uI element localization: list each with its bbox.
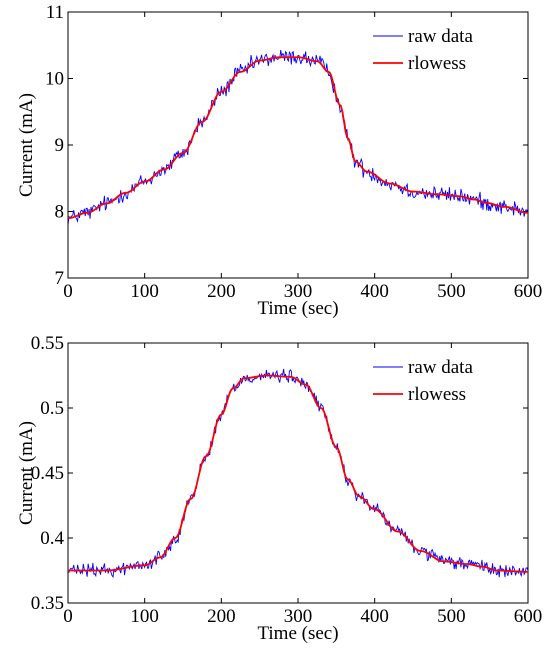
x-tick-label: 400 — [360, 281, 389, 302]
y-tick-label: 0.5 — [40, 398, 64, 419]
y-tick-label: 9 — [55, 135, 65, 156]
y-axis-label: Current (mA) — [16, 93, 37, 197]
x-tick-label: 300 — [284, 281, 313, 302]
x-tick-label: 0 — [63, 281, 73, 302]
y-tick-label: 0.35 — [31, 593, 64, 614]
x-tick-label: 600 — [514, 281, 543, 302]
series-line-raw-data — [68, 368, 528, 579]
y-tick-label: 7 — [55, 268, 65, 289]
x-tick-label: 100 — [130, 281, 159, 302]
y-tick-label: 0.4 — [40, 528, 64, 549]
x-tick-label: 200 — [207, 606, 236, 627]
y-tick-label: 8 — [55, 202, 65, 223]
x-tick-label: 0 — [63, 606, 73, 627]
x-axis-label: Time (sec) — [257, 623, 338, 644]
y-tick-label: 0.45 — [31, 463, 64, 484]
plot-area — [67, 11, 529, 279]
y-tick-label: 0.55 — [31, 333, 64, 354]
x-tick-label: 500 — [437, 606, 466, 627]
legend-label: rlowess — [408, 53, 466, 74]
legend-label: raw data — [408, 26, 473, 47]
x-tick-label: 400 — [360, 606, 389, 627]
legend-label: raw data — [408, 357, 473, 378]
chart-bottom: 0 100 200 300 400 500 600 0.35 0.4 0.45 0.5 0.55 Tim… — [16, 333, 542, 644]
x-tick-label: 200 — [207, 281, 236, 302]
x-tick-label: 600 — [514, 606, 543, 627]
x-axis-label: Time (sec) — [257, 298, 338, 319]
series-line-rlowess — [68, 374, 528, 573]
x-tick-label: 100 — [130, 606, 159, 627]
x-tick-label: 500 — [437, 281, 466, 302]
x-tick-label: 300 — [284, 606, 313, 627]
y-tick-label: 11 — [46, 2, 64, 23]
legend-label: rlowess — [408, 384, 466, 405]
chart-top: 0 100 200 300 400 500 600 7 8 9 10 11 Time (sec) Curr… — [16, 2, 542, 319]
series-line-rlowess — [68, 56, 528, 220]
y-axis-label: Current (mA) — [16, 421, 37, 525]
y-tick-label: 10 — [45, 69, 64, 90]
